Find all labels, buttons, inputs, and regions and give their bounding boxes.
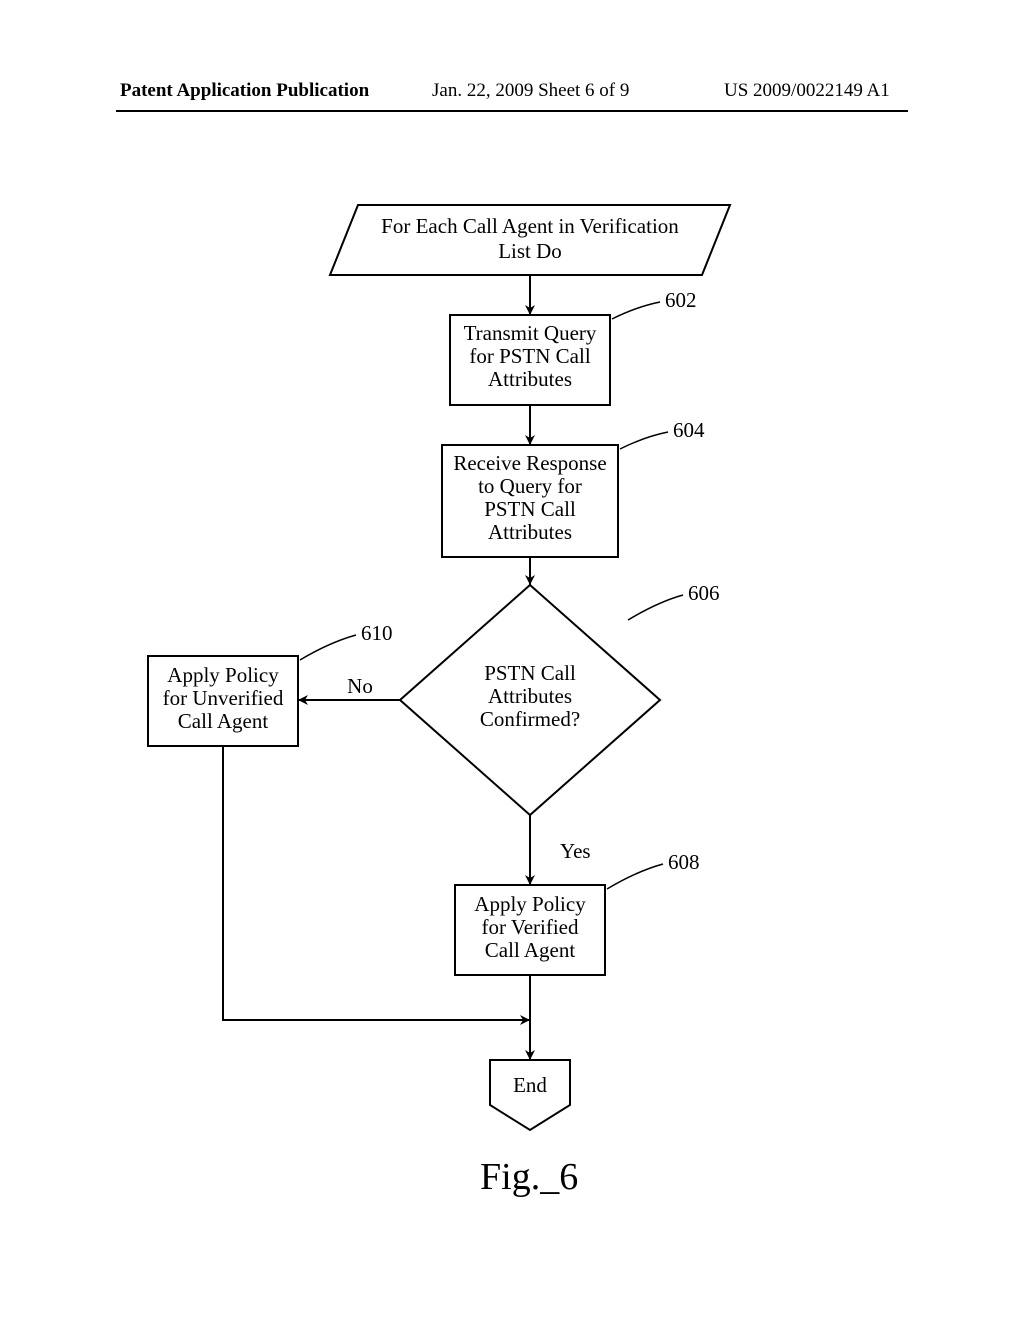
node-verified-line1: Apply Policy [474,892,586,916]
ref-606: 606 [688,581,720,605]
ref-604: 604 [673,418,705,442]
node-decision-line2: Attributes [488,684,572,708]
node-transmit-line3: Attributes [488,367,572,391]
node-end: End [490,1060,570,1130]
node-transmit-line2: for PSTN Call [469,344,591,368]
ref-leader-604 [620,432,668,449]
node-decision: PSTN Call Attributes Confirmed? 606 [400,581,720,815]
label-no: No [347,674,373,698]
ref-602: 602 [665,288,697,312]
label-yes: Yes [560,839,591,863]
node-transmit: Transmit Query for PSTN Call Attributes … [450,288,697,405]
node-decision-line1: PSTN Call [484,661,576,685]
node-receive: Receive Response to Query for PSTN Call … [442,418,705,557]
node-loop-line1: For Each Call Agent in Verification [381,214,679,238]
node-verified: Apply Policy for Verified Call Agent 608 [455,850,700,975]
node-end-line1: End [513,1073,547,1097]
ref-608: 608 [668,850,700,874]
node-unverified-line3: Call Agent [178,709,269,733]
ref-610: 610 [361,621,393,645]
edge-unverified-merge [223,746,530,1020]
node-receive-line3: PSTN Call [484,497,576,521]
node-loop-line2: List Do [498,239,562,263]
node-decision-line3: Confirmed? [480,707,580,731]
node-unverified-line1: Apply Policy [167,663,279,687]
node-receive-line2: to Query for [478,474,582,498]
node-receive-line4: Attributes [488,520,572,544]
node-verified-line3: Call Agent [485,938,576,962]
node-loop: For Each Call Agent in Verification List… [330,205,730,275]
node-verified-line2: for Verified [482,915,579,939]
ref-leader-610 [300,635,356,660]
ref-leader-606 [628,595,683,620]
figure-label: Fig._6 [480,1155,578,1199]
ref-leader-608 [607,864,663,889]
node-transmit-line1: Transmit Query [464,321,597,345]
node-unverified-line2: for Unverified [163,686,284,710]
flowchart-svg: For Each Call Agent in Verification List… [0,0,1024,1320]
ref-leader-602 [612,302,660,319]
node-receive-line1: Receive Response [453,451,606,475]
